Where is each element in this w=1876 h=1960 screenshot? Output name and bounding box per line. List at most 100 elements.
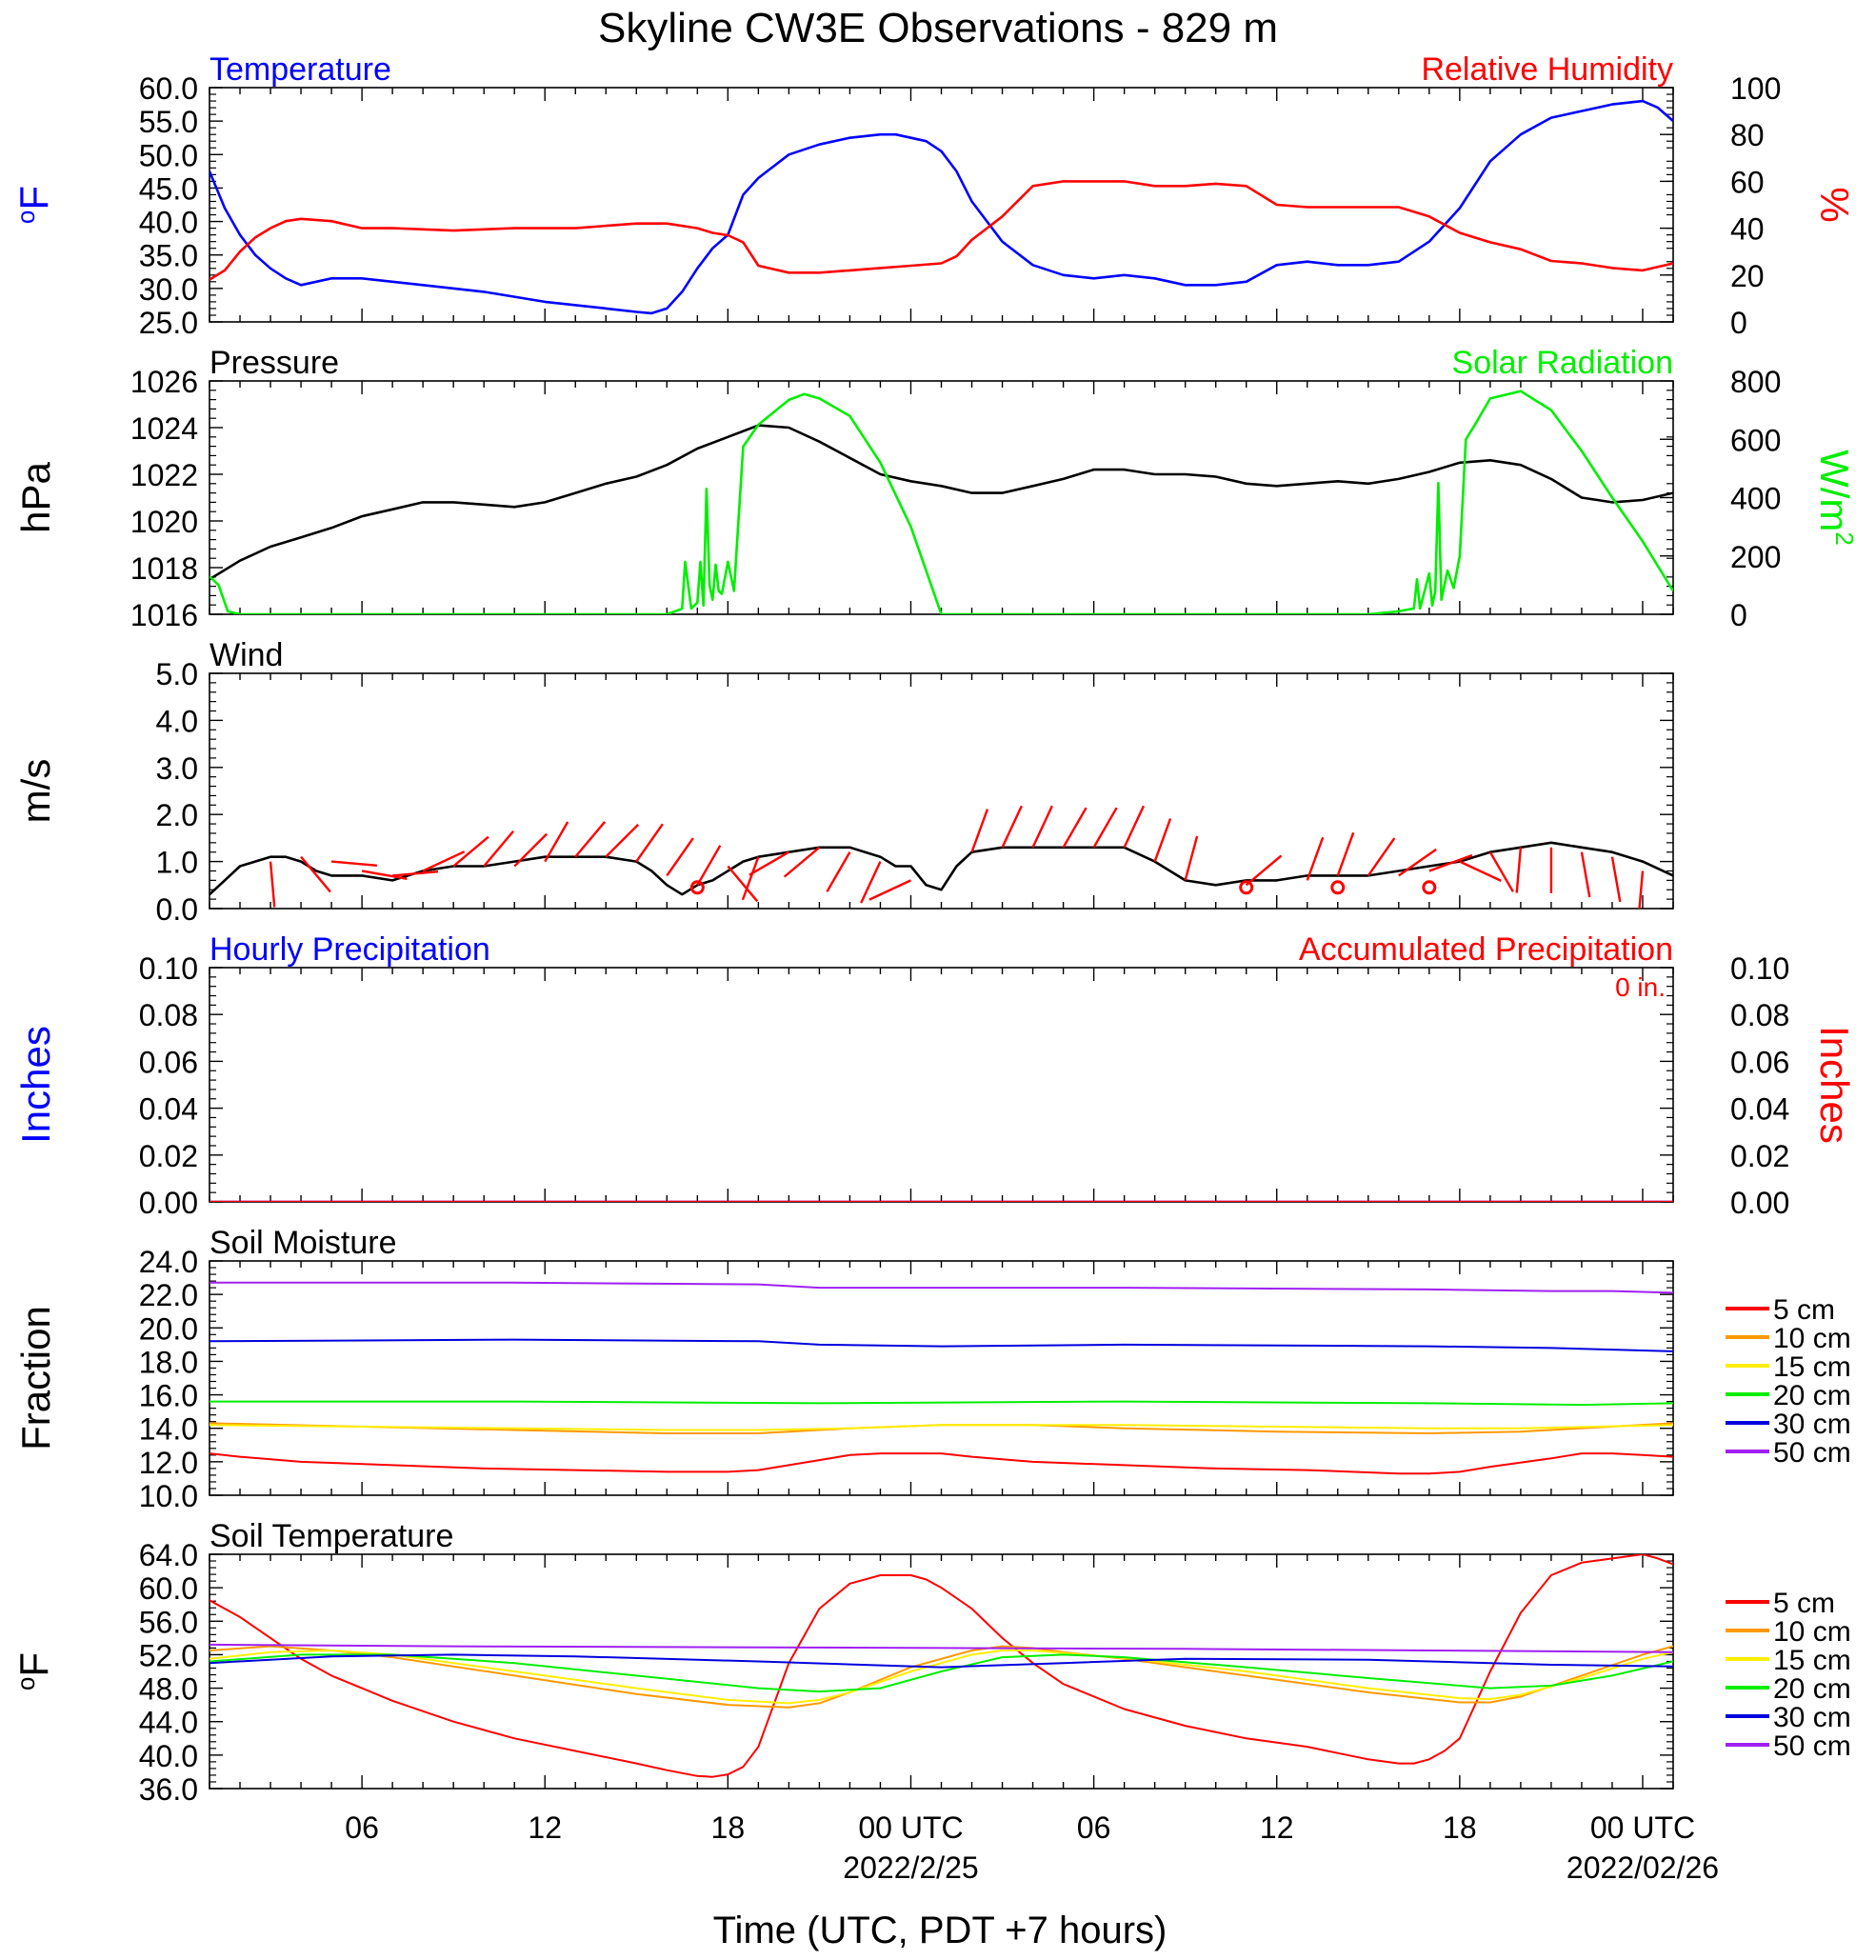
y-tick-label-right: 60 [1730, 165, 1765, 199]
y-tick-label-left: 5.0 [156, 657, 198, 691]
wind-barb [1459, 860, 1502, 882]
y-tick-label-left: 40.0 [139, 1739, 198, 1773]
y-tick-label-left: 35.0 [139, 239, 198, 273]
panel-title-right: Accumulated Precipitation [1299, 931, 1673, 968]
y-tick-label-left: 0.04 [139, 1092, 198, 1127]
panel-title-left: Temperature [210, 51, 391, 88]
series-line-30-cm [210, 1653, 1673, 1669]
wind-barb [544, 821, 569, 863]
x-tick-label: 06 [1077, 1810, 1111, 1845]
wind-barb [452, 835, 489, 868]
series-line-relative-humidity [210, 180, 1673, 281]
wind-barb [422, 850, 466, 872]
y-tick-label-left: 1018 [130, 551, 198, 586]
legend-label: 15 cm [1773, 1645, 1851, 1676]
y-tick-label-left: 1016 [130, 598, 198, 632]
panel-soil_moisture: 10.012.014.016.018.020.022.024.0 Soil Moi… [13, 1225, 1851, 1513]
y-tick-label-left: 16.0 [139, 1379, 198, 1413]
y-tick-label-left: 1022 [130, 458, 198, 492]
panels: 25.030.035.040.045.050.055.060.002040608… [11, 51, 1859, 1807]
y-tick-label-left: 44.0 [139, 1706, 198, 1740]
wind-barb [1610, 856, 1622, 903]
legend-label: 30 cm [1773, 1409, 1851, 1440]
figure-title: Skyline CW3E Observations - 829 m [598, 5, 1278, 51]
y-tick-label-left: 24.0 [139, 1245, 198, 1279]
legend-label: 5 cm [1773, 1588, 1835, 1619]
y-tick-label-right: 40 [1730, 212, 1765, 247]
y-axis-label-left: oF [11, 186, 56, 224]
y-tick-label-left: 1024 [130, 411, 198, 446]
legend-label: 20 cm [1773, 1380, 1851, 1411]
x-tick-label: 18 [1443, 1810, 1477, 1845]
panel-title-left: Pressure [210, 345, 339, 381]
y-tick-label-left: 48.0 [139, 1672, 198, 1707]
wind-barb [1638, 870, 1645, 909]
wind-barb [868, 879, 911, 901]
plot-frame [209, 967, 1674, 1203]
x-tick-label: 18 [711, 1810, 746, 1845]
y-tick-label-right: 0 [1730, 598, 1747, 632]
y-tick-label-left: 0.10 [139, 951, 198, 986]
plot-frame [209, 380, 1674, 615]
series-line-5-cm [210, 1554, 1673, 1778]
wind-barb [513, 832, 548, 868]
panel-pressure_solar: 1016 1018 1020 1022 1024 1026 0 200 400 600 800 Pre… [13, 345, 1859, 632]
unit-exponent: 2 [1830, 531, 1859, 545]
y-tick-label-left: 36.0 [139, 1772, 198, 1807]
legend-label: 5 cm [1773, 1294, 1835, 1326]
y-axis-label-left: oF [11, 1652, 56, 1690]
x-tick-label: 06 [345, 1810, 379, 1845]
wind-barb [1092, 807, 1118, 849]
y-tick-label-left: 3.0 [156, 751, 198, 786]
series-group [210, 1281, 1673, 1475]
degree-symbol: o [11, 1677, 40, 1690]
calm-wind-circle [689, 880, 705, 895]
wind-barb [1306, 836, 1325, 881]
y-tick-label-left: 0.06 [139, 1045, 198, 1079]
series-line-5-cm [210, 1452, 1673, 1475]
y-tick-label-right: 0.04 [1730, 1092, 1789, 1127]
y-tick-label-right: 80 [1730, 118, 1765, 152]
series-line-20-cm [210, 1653, 1673, 1693]
wind-barb [483, 830, 514, 868]
y-tick-label-left: 0.0 [156, 892, 198, 927]
series-group [210, 1554, 1673, 1778]
y-tick-label-right: 0.00 [1730, 1186, 1789, 1220]
calm-wind-circle [1422, 880, 1437, 895]
x-tick-label: 12 [528, 1810, 562, 1845]
legend-label: 30 cm [1773, 1702, 1851, 1733]
wind-barb [1398, 848, 1437, 877]
legend-label: 20 cm [1773, 1673, 1851, 1705]
calm-wind-circle [1330, 880, 1346, 895]
series-line-15-cm [210, 1650, 1673, 1705]
legend-label: 50 cm [1773, 1730, 1851, 1762]
y-tick-label-left: 1020 [130, 505, 198, 539]
series-line-15-cm [210, 1424, 1673, 1431]
wind-barb [300, 855, 331, 893]
wind-barb [1123, 805, 1145, 849]
legend-label: 15 cm [1773, 1351, 1851, 1383]
panel-title-left: Soil Temperature [210, 1518, 453, 1554]
series-line-50-cm [210, 1643, 1673, 1653]
wind-barb [1062, 807, 1088, 849]
panel-wind: 0.0 1.0 2.0 3.0 4.0 5.0 Wind m/s [13, 637, 1674, 927]
y-tick-label-right: 400 [1730, 482, 1781, 516]
y-tick-label-left: 0.02 [139, 1139, 198, 1173]
panel-temp_rh: 25.030.035.040.045.050.055.060.0 0 20 40 60 8… [11, 51, 1857, 340]
y-tick-label-left: 40.0 [139, 206, 198, 240]
panel-title-left: Soil Moisture [210, 1225, 397, 1261]
y-tick-label-right: 200 [1730, 540, 1781, 574]
wind-barb [727, 865, 759, 903]
y-tick-label-left: 64.0 [139, 1538, 198, 1572]
wind-barb [1515, 847, 1523, 893]
plot-frame [209, 1260, 1674, 1496]
x-tick-label: 12 [1260, 1810, 1294, 1845]
wind-barb [1031, 805, 1053, 849]
wind-barb [666, 837, 694, 877]
y-tick-label-left: 0.00 [139, 1186, 198, 1220]
wind-barb [783, 846, 821, 878]
panel-title-right: Solar Radiation [1452, 345, 1673, 381]
unit-letter: F [11, 186, 56, 210]
y-tick-label-left: 2.0 [156, 798, 198, 832]
